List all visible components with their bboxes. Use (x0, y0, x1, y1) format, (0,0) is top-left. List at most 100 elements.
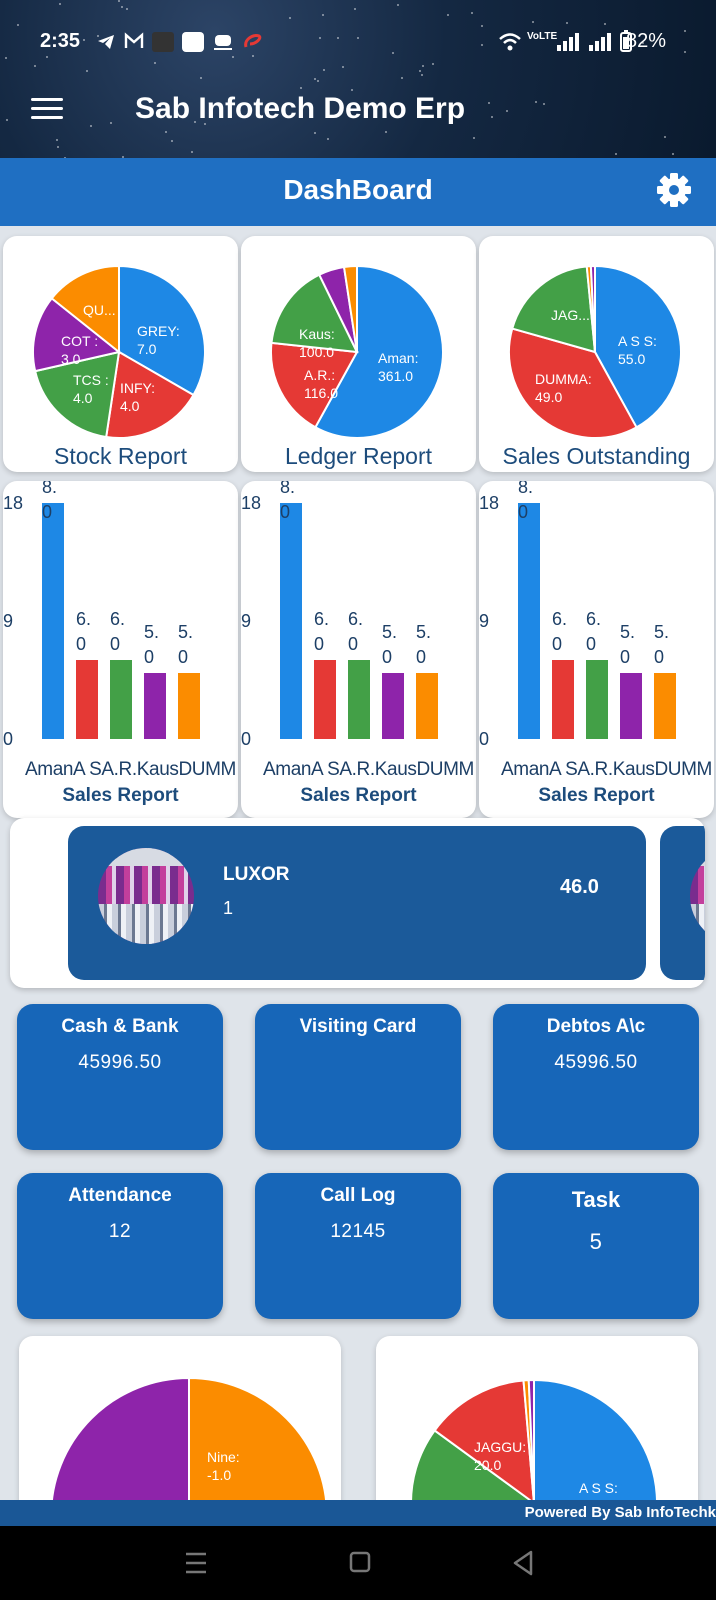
visiting-card-tile[interactable]: Visiting Card (255, 1004, 461, 1150)
star-dot (397, 3, 400, 6)
pie-value: 7.0 (137, 341, 157, 357)
y-tick-label: 9 (241, 611, 252, 631)
pie-slice[interactable] (342, 264, 358, 353)
recents-button[interactable] (176, 1546, 216, 1580)
bar[interactable] (110, 660, 132, 739)
product-quantity: 1 (223, 898, 234, 918)
gmail-icon (124, 32, 144, 52)
bar[interactable] (518, 503, 540, 739)
pie-slice[interactable] (105, 350, 195, 439)
pie-value: 49.0 (535, 389, 563, 405)
call-log-tile[interactable]: Call Log 12145 (255, 1173, 461, 1319)
bar[interactable] (416, 673, 438, 739)
hamburger-menu-icon[interactable] (31, 98, 63, 122)
task-tile[interactable]: Task 5 (493, 1173, 699, 1319)
pie-slice[interactable] (118, 264, 206, 397)
star-dot (17, 24, 20, 27)
tile-value: 12145 (330, 1221, 386, 1242)
bar[interactable] (314, 660, 336, 739)
star-dot (322, 69, 325, 72)
star-dot (337, 37, 340, 40)
bar[interactable] (552, 660, 574, 739)
debtors-tile[interactable]: Debtos A\c 45996.50 (493, 1004, 699, 1150)
pie-label: Nine: (207, 1449, 240, 1465)
pie-value: 55.0 (618, 351, 646, 367)
pie-slice[interactable] (508, 327, 638, 439)
bar-value-label: 18.0 (42, 481, 58, 522)
star-dot (45, 56, 48, 59)
pie-slice[interactable] (511, 265, 597, 354)
product-carousel[interactable]: LUXOR 1 46.0 (10, 818, 705, 988)
pie-label: JAG... (551, 307, 590, 323)
y-tick-label: 18 (241, 493, 262, 513)
star-dot (231, 56, 234, 59)
star-dot (317, 80, 320, 82)
pie-slice[interactable] (594, 264, 682, 429)
bar[interactable] (382, 673, 404, 739)
cash-bank-tile[interactable]: Cash & Bank 45996.50 (17, 1004, 223, 1150)
bar[interactable] (348, 660, 370, 739)
bar[interactable] (178, 673, 200, 739)
tile-value: 45996.50 (78, 1052, 162, 1073)
battery-percent: 82% (625, 30, 666, 52)
star-dot (351, 88, 354, 91)
sales-report-card-3[interactable]: 0 9 18 18.0 6.0 6.0 5.0 5.0 AmanA SA.R.KausDUMM… (479, 481, 714, 818)
bar[interactable] (42, 503, 64, 739)
pie-label: A.R.: (304, 367, 336, 383)
pie-slice[interactable] (314, 264, 444, 439)
pie-slice[interactable] (270, 341, 359, 429)
pie-slice[interactable] (589, 264, 596, 353)
bar[interactable] (654, 673, 676, 739)
tile-value: 12 (108, 1221, 132, 1242)
pie-slice[interactable] (448, 1378, 658, 1536)
pie-value: 3.0 (61, 351, 81, 367)
y-tick-label: 0 (241, 729, 252, 749)
bar-value-label: 18.0 (280, 481, 296, 522)
sales-report-card-1[interactable]: 0 9 18 18.0 6.0 6.0 5.0 5.0 AmanA SA.R.KausDUMM… (3, 481, 238, 818)
bar[interactable] (620, 673, 642, 739)
settings-gear-icon[interactable] (656, 172, 696, 212)
stock-report-card[interactable]: GREY: 7.0 INFY: 4.0 TCS : 4.0 COT : 3.0 QU..… (3, 236, 238, 472)
star-dot (164, 131, 167, 134)
pie-slice[interactable] (433, 1379, 536, 1506)
star-dot (326, 137, 329, 140)
bar[interactable] (144, 673, 166, 739)
pie-slice[interactable] (527, 1378, 535, 1504)
star-dot (86, 70, 89, 73)
bar[interactable] (76, 660, 98, 739)
pie-slice[interactable] (270, 273, 359, 354)
signal-icon (556, 32, 580, 52)
pie-slice[interactable] (33, 350, 121, 439)
star-dot (117, 0, 120, 3)
bar[interactable] (586, 660, 608, 739)
carousel-slide[interactable]: LUXOR 1 46.0 (68, 826, 646, 980)
star-dot (300, 86, 303, 89)
ledger-report-card[interactable]: Aman: 361.0 A.R.: 116.0 Kaus: 100.0 Ledger … (241, 236, 476, 472)
carousel-next-slide[interactable] (660, 826, 705, 980)
home-button[interactable] (340, 1546, 380, 1580)
bar-value-label: 5.0 (654, 622, 670, 668)
attendance-tile[interactable]: Attendance 12 (17, 1173, 223, 1319)
back-button[interactable] (503, 1546, 543, 1580)
star-dot (193, 121, 196, 124)
paytm-icon (182, 32, 204, 52)
sales-report-card-2[interactable]: 0 9 18 18.0 6.0 6.0 5.0 5.0 AmanA SA.R.KausDUMM… (241, 481, 476, 818)
pie-value: 116.0 (304, 385, 338, 401)
sales-outstanding-card[interactable]: A S S: 55.0 DUMMA: 49.0 JAG... Sales Outst… (479, 236, 714, 472)
volte-icon: VoLTE (527, 31, 558, 42)
powered-by-bar: Powered By Sab InfoTechk (0, 1500, 716, 1526)
y-tick-label: 0 (3, 729, 14, 749)
pie-slice[interactable] (32, 296, 122, 373)
stock-report-title: Stock Report (54, 443, 187, 469)
pie-label: A S S: (579, 1480, 618, 1496)
pie-value: 100.0 (299, 344, 335, 360)
star-dot (97, 35, 100, 38)
y-tick-label: 9 (479, 611, 490, 631)
bar[interactable] (280, 503, 302, 739)
product-value: 46.0 (560, 876, 599, 898)
pie-slice[interactable] (50, 264, 120, 355)
tile-label: Call Log (320, 1185, 396, 1206)
pie-label: Kaus: (299, 326, 335, 342)
star-dot (535, 101, 538, 104)
star-dot (126, 7, 129, 10)
